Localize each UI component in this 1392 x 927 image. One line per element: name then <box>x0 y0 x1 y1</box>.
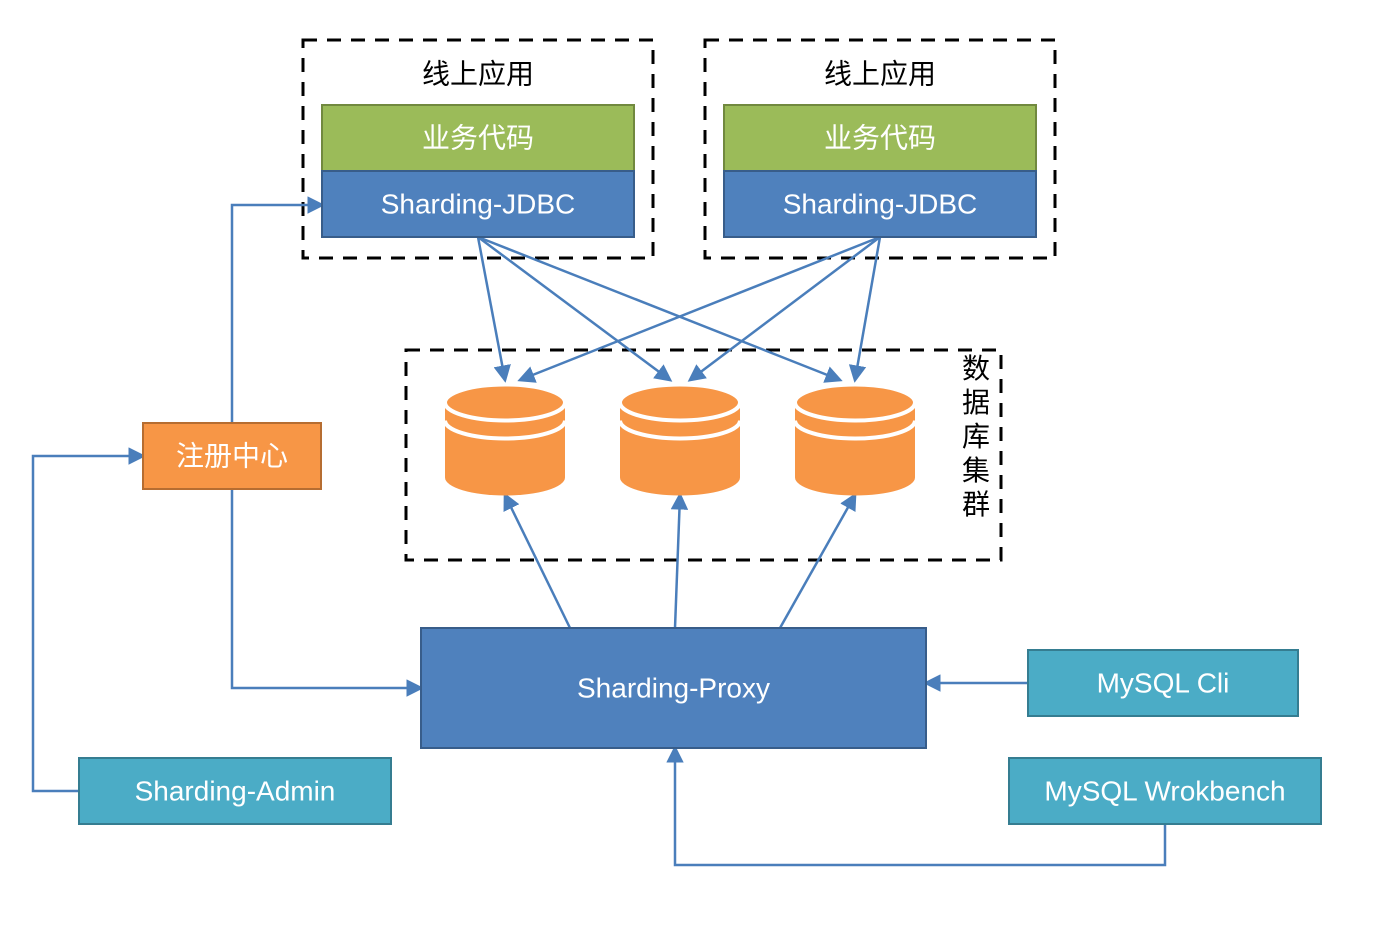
sharding-proxy-label: Sharding-Proxy <box>577 672 770 703</box>
cluster-vertical-label-char: 群 <box>962 489 990 520</box>
edge-registry-to-app1_jdbc <box>232 205 322 423</box>
app2-business-code-label: 业务代码 <box>824 122 936 153</box>
mysql-workbench-label: MySQL Wrokbench <box>1044 775 1285 806</box>
cluster-vertical-label-char: 据 <box>962 387 990 418</box>
app1-title: 线上应用 <box>422 58 534 89</box>
mysql-cli-label: MySQL Cli <box>1097 667 1230 698</box>
edge-registry-to-proxy <box>232 489 421 688</box>
app1-sharding-jdbc-label: Sharding-JDBC <box>381 188 576 219</box>
database-1 <box>445 385 565 496</box>
cluster-vertical-label-char: 数 <box>962 353 990 384</box>
app2-sharding-jdbc-label: Sharding-JDBC <box>783 188 978 219</box>
cluster-vertical-label-char: 库 <box>962 421 990 452</box>
edge-admin-to-registry <box>33 456 143 791</box>
app1-business-code-label: 业务代码 <box>422 122 534 153</box>
cluster-vertical-label-char: 集 <box>962 455 990 486</box>
box-layer: 业务代码 Sharding-JDBC 业务代码 Sharding-JDBC 注册中心 Sh… <box>79 105 1321 824</box>
sharding-admin-label: Sharding-Admin <box>135 775 336 806</box>
registry-center-label: 注册中心 <box>176 440 288 471</box>
edge-proxy-to-db1 <box>505 495 570 628</box>
database-2 <box>620 385 740 496</box>
database-3 <box>795 385 915 496</box>
app2-title: 线上应用 <box>824 58 936 89</box>
